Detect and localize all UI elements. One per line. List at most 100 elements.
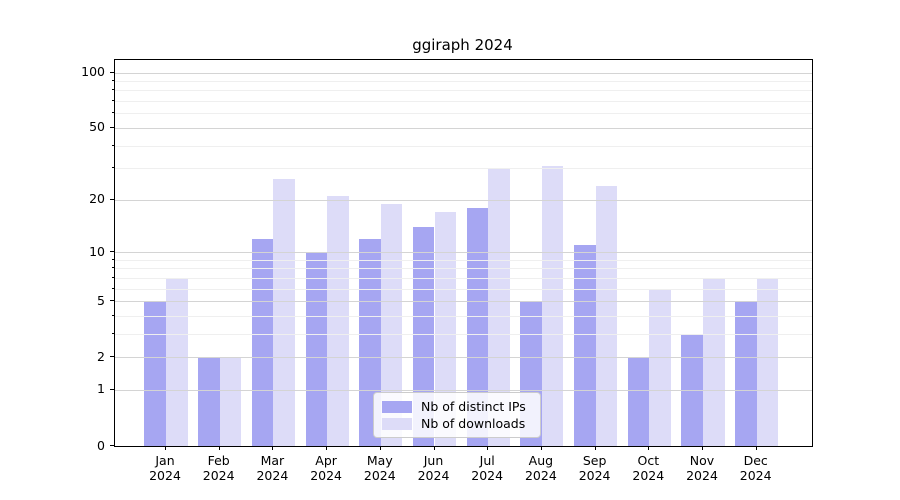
- y-axis-tick: [110, 445, 114, 446]
- y-axis-tick: [110, 198, 114, 200]
- x-tick-label: Jan 2024: [149, 453, 181, 483]
- legend-item-distinct-ips: Nb of distinct IPs: [382, 398, 532, 415]
- y-axis-tick: [110, 71, 114, 73]
- y-axis-tick: [110, 356, 114, 358]
- y-minor-gridline: [115, 101, 812, 103]
- x-axis-tick: [594, 446, 596, 450]
- x-axis-tick: [702, 446, 703, 450]
- y-major-gridline: [115, 72, 812, 74]
- y-axis-minor-tick: [111, 258, 114, 260]
- x-axis-tick: [755, 446, 757, 450]
- bar-dec-downloads: [756, 277, 779, 446]
- bar-jul-distinct-ips: [466, 207, 489, 446]
- bar-sep-distinct-ips: [574, 244, 596, 446]
- bar-jul-downloads: [488, 168, 510, 446]
- x-axis-tick: [487, 446, 489, 450]
- y-major-gridline: [115, 389, 812, 391]
- y-minor-gridline: [115, 259, 812, 261]
- bar-feb-distinct-ips: [198, 357, 220, 446]
- bar-apr-distinct-ips: [305, 252, 328, 446]
- x-axis-tick: [648, 446, 650, 450]
- y-minor-gridline: [115, 333, 812, 335]
- bar-jan-distinct-ips: [144, 301, 166, 446]
- y-tick-label: 1: [97, 381, 105, 397]
- y-minor-gridline: [115, 81, 812, 82]
- y-minor-gridline: [115, 315, 812, 317]
- x-tick-label: Nov 2024: [686, 453, 718, 483]
- y-axis-minor-tick: [111, 332, 114, 334]
- y-major-gridline: [115, 199, 812, 201]
- x-axis-tick: [540, 446, 542, 450]
- x-tick-label: Mar 2024: [256, 453, 289, 483]
- bar-oct-downloads: [649, 288, 671, 446]
- bar-may-downloads: [380, 203, 403, 446]
- bar-jun-distinct-ips: [412, 226, 435, 446]
- y-tick-label: 50: [89, 119, 105, 135]
- legend-swatch-downloads: [382, 417, 412, 430]
- y-axis-tick: [110, 126, 114, 128]
- y-major-gridline: [115, 127, 812, 129]
- bars-layer: [115, 60, 812, 446]
- x-axis-tick: [272, 446, 274, 450]
- bar-jan-downloads: [166, 277, 188, 446]
- y-major-gridline: [115, 357, 812, 359]
- chart-title: ggiraph 2024: [412, 36, 513, 54]
- x-axis-tick: [433, 446, 435, 450]
- legend-label-distinct-ips: Nb of distinct IPs: [421, 399, 526, 414]
- x-tick-label: May 2024: [363, 453, 396, 483]
- bar-aug-downloads: [541, 165, 564, 446]
- y-axis-minor-tick: [111, 89, 114, 91]
- legend: Nb of distinct IPs Nb of downloads: [373, 392, 541, 438]
- y-minor-gridline: [115, 113, 812, 115]
- bar-jun-downloads: [434, 212, 457, 446]
- y-tick-label: 2: [97, 348, 105, 364]
- x-tick-label: Oct 2024: [632, 453, 665, 483]
- x-axis-tick: [218, 446, 220, 450]
- y-minor-gridline: [115, 145, 812, 147]
- x-tick-label: Jun 2024: [417, 453, 450, 483]
- y-minor-gridline: [115, 268, 812, 270]
- bar-dec-distinct-ips: [735, 301, 757, 446]
- legend-item-downloads: Nb of downloads: [382, 415, 532, 432]
- y-tick-label: 10: [89, 243, 105, 259]
- y-minor-gridline: [115, 168, 812, 170]
- y-axis-minor-tick: [111, 144, 114, 146]
- legend-swatch-distinct-ips: [382, 400, 412, 413]
- bar-sep-downloads: [595, 185, 618, 446]
- grid-layer: [115, 60, 812, 446]
- bar-oct-distinct-ips: [627, 357, 650, 446]
- y-axis-minor-tick: [111, 112, 114, 114]
- y-major-gridline: [115, 301, 812, 302]
- y-axis-minor-tick: [111, 167, 114, 169]
- y-minor-gridline: [115, 90, 812, 92]
- bar-nov-downloads: [703, 277, 725, 446]
- bar-mar-distinct-ips: [251, 238, 274, 446]
- y-axis-minor-tick: [111, 287, 114, 289]
- y-tick-label: 100: [81, 64, 105, 80]
- y-axis-minor-tick: [111, 314, 114, 316]
- x-axis-tick: [326, 446, 328, 450]
- plot-area: [114, 59, 813, 447]
- x-tick-label: Apr 2024: [310, 453, 342, 483]
- x-tick-label: Sep 2024: [578, 453, 611, 483]
- y-tick-label: 0: [97, 437, 105, 453]
- x-tick-label: Feb 2024: [202, 453, 235, 483]
- y-tick-label: 20: [89, 191, 105, 207]
- y-minor-gridline: [115, 288, 812, 290]
- x-axis-tick: [379, 446, 381, 450]
- x-tick-label: Jul 2024: [471, 453, 504, 483]
- y-axis-minor-tick: [111, 276, 114, 278]
- y-major-gridline: [115, 252, 812, 253]
- bar-mar-downloads: [273, 179, 295, 446]
- y-axis-tick: [110, 251, 114, 252]
- x-tick-label: Aug 2024: [524, 453, 557, 483]
- y-axis-tick: [110, 300, 114, 301]
- x-tick-label: Dec 2024: [739, 453, 772, 483]
- y-tick-label: 5: [97, 292, 105, 308]
- legend-label-downloads: Nb of downloads: [421, 416, 526, 431]
- y-axis-tick: [110, 388, 114, 390]
- y-axis-minor-tick: [111, 80, 114, 81]
- bar-apr-downloads: [327, 195, 349, 446]
- y-axis-minor-tick: [111, 100, 114, 102]
